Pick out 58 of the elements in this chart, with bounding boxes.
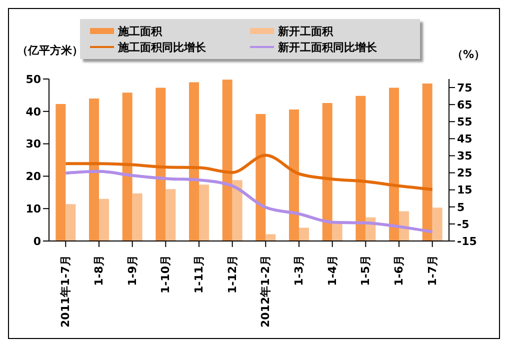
bar	[66, 204, 76, 241]
bar	[422, 84, 432, 241]
y-tick-label: 20	[26, 170, 42, 184]
legend-label: 新开工面积	[278, 24, 333, 38]
y2-tick-label: 55	[457, 116, 472, 129]
y2-tick-label: -15	[457, 234, 477, 248]
y2-tick-label: 75	[457, 81, 472, 94]
bar	[56, 104, 66, 241]
x-tick-label: 2011年1-7月	[59, 255, 72, 328]
bar	[122, 92, 132, 241]
bar	[356, 96, 366, 241]
y2-tick-label: 45	[457, 132, 472, 146]
y-tick-label: 30	[26, 138, 42, 151]
bar	[389, 88, 399, 241]
bar	[432, 208, 442, 241]
line-series	[64, 170, 434, 234]
x-tick-label: 1-10月	[159, 255, 172, 294]
bar	[199, 184, 209, 241]
y-axis-title: （亿平方米）	[17, 43, 83, 58]
x-tick-label: 1-6月	[392, 255, 406, 286]
bar	[189, 82, 199, 241]
y2-tick-label: 15	[457, 184, 472, 197]
x-tick-label: 1-9月	[126, 255, 139, 286]
x-tick-label: 1-7月	[426, 255, 439, 286]
y-tick-label: 50	[26, 72, 42, 86]
x-tick-label: 1-12月	[226, 255, 239, 294]
y2-tick-label: 25	[457, 166, 472, 180]
y-tick-label: 40	[26, 105, 42, 118]
legend-label: 新开工面积同比增长	[278, 40, 377, 54]
y-tick-label: 10	[26, 202, 42, 216]
bar	[256, 114, 266, 241]
x-tick-label: 1-8月	[92, 255, 106, 286]
bar	[222, 80, 232, 241]
bar	[232, 180, 242, 241]
legend-label: 施工面积同比增长	[118, 40, 206, 54]
x-tick-label: 1-11月	[192, 255, 206, 294]
bar	[156, 88, 166, 241]
bar	[166, 189, 176, 241]
bar	[89, 98, 99, 241]
x-tick-label: 2012年1-2月	[259, 255, 272, 328]
bar	[266, 234, 276, 241]
y2-tick-label: 65	[457, 98, 472, 112]
bar	[322, 102, 332, 241]
y2-tick-label: 35	[457, 150, 472, 163]
bar	[99, 198, 109, 241]
x-tick-label: 1-4月	[326, 255, 339, 286]
y2-tick-label: -5	[457, 218, 470, 231]
bar	[299, 228, 309, 241]
y2-axis-title: （%）	[452, 47, 485, 62]
x-tick-label: 1-3月	[292, 255, 306, 286]
x-tick-label: 1-5月	[359, 255, 372, 286]
bar	[132, 193, 142, 241]
bar	[332, 222, 342, 241]
legend-label: 施工面积	[118, 24, 162, 38]
line-series	[64, 154, 434, 191]
y-tick-label: 0	[33, 234, 42, 248]
y2-tick-label: 5	[457, 200, 465, 214]
bar	[289, 109, 299, 241]
